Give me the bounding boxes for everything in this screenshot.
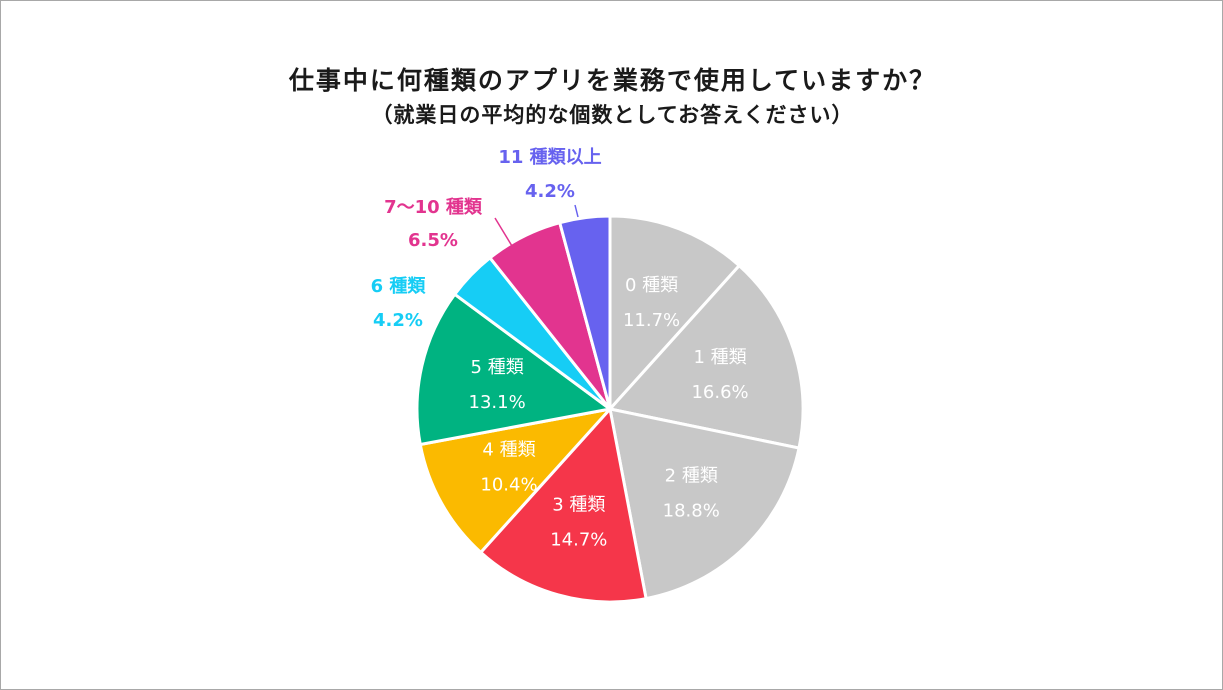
slice-8: [557, 214, 612, 410]
slice-value-label: 6.5%: [408, 230, 458, 251]
slice-category-label: 1 種類: [693, 347, 746, 368]
leader-line: [494, 217, 513, 247]
slice-category-label: 11 種類以上: [498, 146, 601, 168]
slice-category-label: 2 種類: [665, 466, 718, 487]
slice-value-label: 4.2%: [373, 310, 423, 331]
slice-value-label: 11.7%: [623, 310, 680, 331]
slice-value-label: 18.8%: [663, 501, 720, 522]
leader-line: [574, 204, 579, 218]
pie-slices: [415, 214, 805, 604]
slice-0: [608, 214, 742, 413]
slice-labels: 0 種類 11.7% 1 種類 16.6% 2 種類 18.8% 3 種類 14.7% 4 種類…: [371, 146, 749, 551]
slice-category-label: 6 種類: [371, 275, 427, 297]
slice-4: [418, 406, 615, 555]
slice-value-label: 4.2%: [525, 181, 575, 202]
slice-5: [415, 292, 614, 447]
chart-subtitle: （就業日の平均的な個数としてお答えください）: [371, 103, 854, 127]
slice-category-label: 5 種類: [471, 357, 524, 378]
slice-value-label: 13.1%: [469, 392, 526, 413]
slice-value-label: 14.7%: [550, 530, 607, 551]
slice-3: [478, 405, 648, 604]
slice-category-label: 4 種類: [482, 440, 535, 461]
chart-title: 仕事中に何種類のアプリを業務で使用していますか？: [288, 66, 937, 95]
slice-value-label: 10.4%: [480, 475, 537, 496]
slice-value-label: 16.6%: [691, 382, 748, 403]
slice-category-label: 7～10 種類: [384, 196, 483, 218]
slice-2: [608, 407, 801, 601]
slice-category-label: 3 種類: [552, 495, 605, 516]
slice-category-label: 0 種類: [625, 275, 678, 296]
leader-lines: [462, 204, 579, 292]
slice-1: [607, 263, 805, 450]
